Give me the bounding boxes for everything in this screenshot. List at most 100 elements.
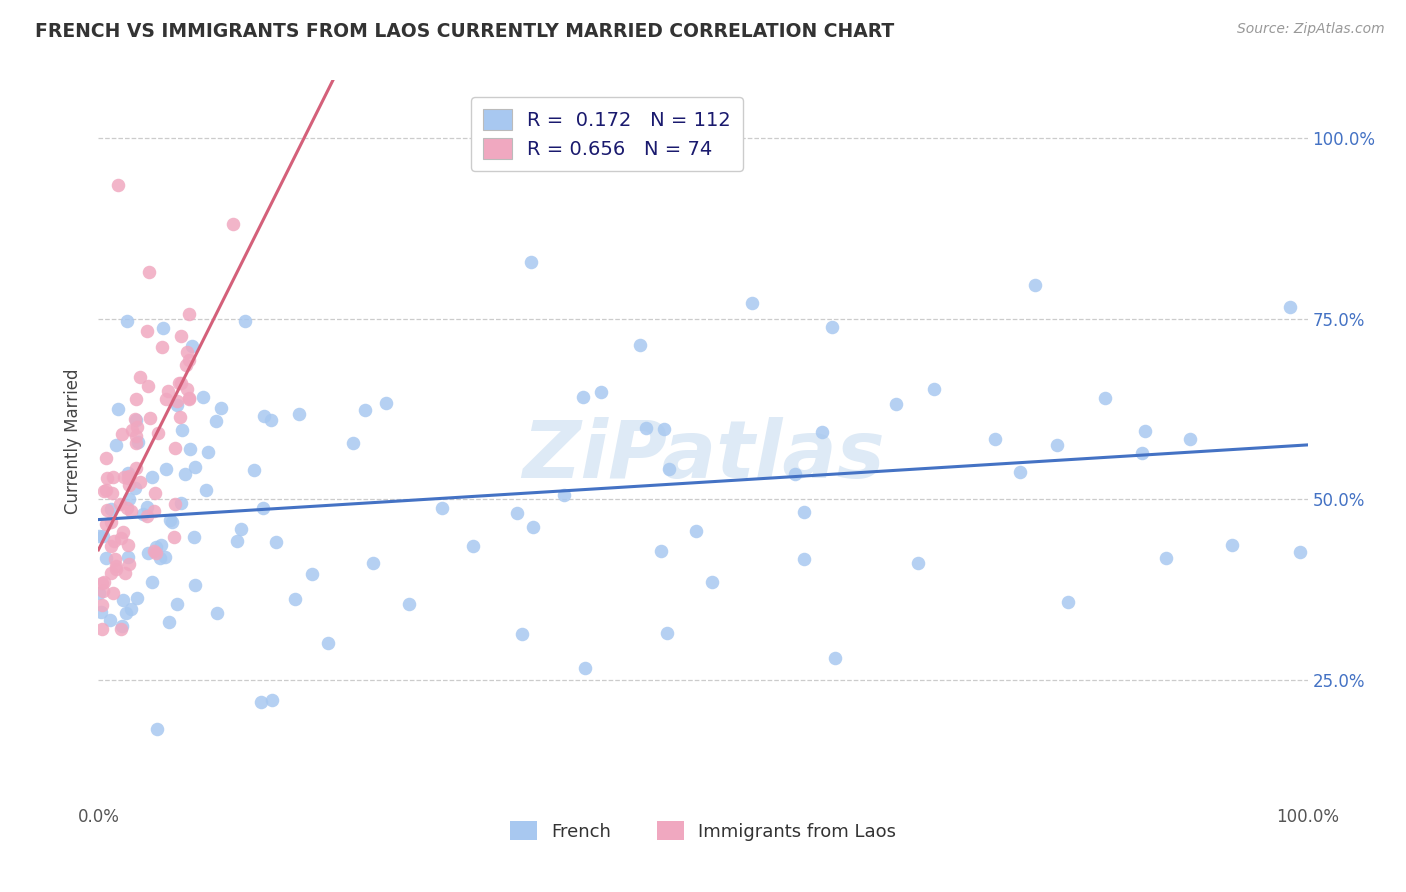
Point xyxy=(117,471,139,485)
Point xyxy=(793,552,815,566)
Point xyxy=(125,413,148,427)
Point xyxy=(983,432,1005,446)
Point xyxy=(121,424,143,438)
Point xyxy=(824,650,846,665)
Point xyxy=(115,314,138,328)
Point xyxy=(510,627,533,641)
Point xyxy=(156,384,179,398)
Point xyxy=(520,255,543,269)
Point xyxy=(150,538,173,552)
Point xyxy=(163,497,186,511)
Point xyxy=(1222,538,1244,552)
Point xyxy=(145,546,167,560)
Point xyxy=(107,178,129,192)
Point xyxy=(104,437,127,451)
Point xyxy=(118,558,141,572)
Point xyxy=(139,411,162,425)
Point xyxy=(205,414,228,428)
Point xyxy=(183,530,205,544)
Point xyxy=(1008,466,1031,480)
Point xyxy=(120,504,142,518)
Point xyxy=(810,425,832,439)
Point xyxy=(149,550,172,565)
Point xyxy=(138,265,160,279)
Point xyxy=(91,598,114,612)
Point xyxy=(98,613,121,627)
Point xyxy=(89,529,111,543)
Point xyxy=(1057,595,1080,609)
Point xyxy=(177,391,200,405)
Point xyxy=(252,500,274,515)
Point xyxy=(177,353,200,368)
Point xyxy=(143,504,166,518)
Point xyxy=(94,483,117,497)
Point xyxy=(700,574,723,589)
Point xyxy=(229,522,252,536)
Point xyxy=(93,484,115,499)
Point xyxy=(287,407,309,421)
Point xyxy=(174,467,197,481)
Point xyxy=(105,562,128,576)
Point xyxy=(177,307,200,321)
Point xyxy=(153,549,176,564)
Point xyxy=(143,543,166,558)
Point xyxy=(398,597,420,611)
Point xyxy=(129,475,152,489)
Point xyxy=(180,339,202,353)
Point xyxy=(91,575,114,590)
Point xyxy=(118,491,141,506)
Point xyxy=(159,513,181,527)
Point xyxy=(571,390,593,404)
Point xyxy=(141,574,163,589)
Point xyxy=(118,469,141,483)
Point xyxy=(1046,438,1069,452)
Text: Source: ZipAtlas.com: Source: ZipAtlas.com xyxy=(1237,22,1385,37)
Point xyxy=(115,607,138,621)
Point xyxy=(127,420,149,434)
Point xyxy=(160,515,183,529)
Point xyxy=(136,509,159,524)
Point xyxy=(136,500,159,514)
Point xyxy=(170,328,193,343)
Point xyxy=(145,486,167,500)
Point xyxy=(884,397,907,411)
Point xyxy=(94,550,117,565)
Point xyxy=(183,578,205,592)
Point xyxy=(155,462,177,476)
Point xyxy=(209,401,232,416)
Point xyxy=(657,625,679,640)
Point xyxy=(96,516,118,531)
Point xyxy=(110,498,132,512)
Point xyxy=(628,338,651,352)
Point xyxy=(96,471,118,485)
Point xyxy=(169,409,191,424)
Point xyxy=(117,467,139,481)
Point xyxy=(793,505,815,519)
Point xyxy=(922,382,945,396)
Point xyxy=(907,556,929,570)
Text: ZiPatlas: ZiPatlas xyxy=(522,417,884,495)
Point xyxy=(167,376,190,391)
Point xyxy=(141,470,163,484)
Point xyxy=(111,525,134,540)
Point xyxy=(163,530,186,544)
Point xyxy=(117,550,139,565)
Point xyxy=(93,574,115,589)
Point xyxy=(176,383,198,397)
Y-axis label: Currently Married: Currently Married xyxy=(65,368,83,515)
Point xyxy=(1178,432,1201,446)
Point xyxy=(145,540,167,554)
Point xyxy=(170,376,193,390)
Point xyxy=(636,420,658,434)
Point xyxy=(741,296,763,310)
Point xyxy=(100,539,122,553)
Point xyxy=(522,519,544,533)
Point xyxy=(112,593,135,607)
Point xyxy=(574,661,596,675)
Point xyxy=(166,598,188,612)
Point xyxy=(91,623,114,637)
Point xyxy=(197,445,219,459)
Point xyxy=(225,534,247,549)
Point xyxy=(136,546,159,560)
Point xyxy=(233,314,256,328)
